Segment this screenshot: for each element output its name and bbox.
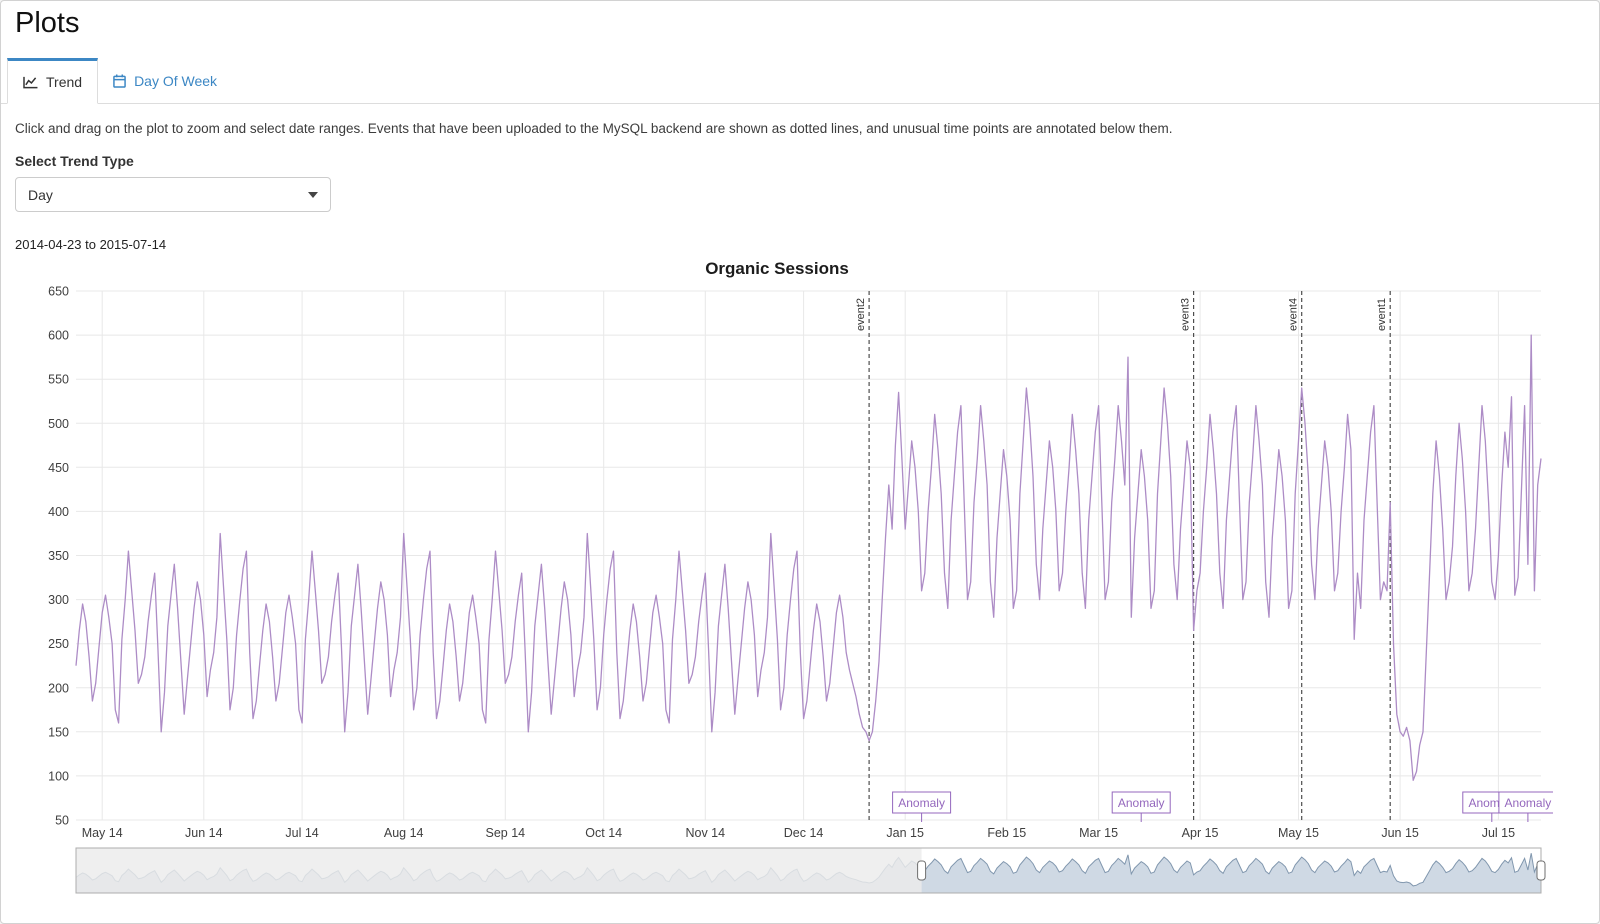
x-tick-label: Jun 14 — [185, 826, 223, 840]
anomaly-box — [1111, 791, 1171, 814]
event-label: event4 — [1288, 298, 1300, 331]
trend-type-select[interactable]: Day — [15, 177, 331, 212]
y-tick-label: 50 — [55, 814, 69, 828]
anomaly-label: Anomaly — [898, 796, 945, 810]
trend-chart[interactable]: 50 100 150 200 250 300 350 400 450 500 550 600 650 Ma… — [1, 284, 1558, 849]
x-tick-label: Jun 15 — [1381, 826, 1419, 840]
x-tick-label: Sep 14 — [485, 826, 525, 840]
tab-trend-label: Trend — [46, 74, 83, 90]
event-label: event3 — [1180, 298, 1192, 331]
event-label: event2 — [855, 298, 867, 331]
slider-handle-left[interactable] — [917, 860, 927, 881]
anomaly-label: Anomaly — [1505, 796, 1552, 810]
event-label: event1 — [1376, 298, 1388, 331]
y-tick-label: 250 — [48, 637, 69, 651]
page-title: Plots — [15, 7, 80, 39]
x-tick-label: Jul 14 — [285, 826, 318, 840]
x-tick-label: Jul 15 — [1482, 826, 1515, 840]
y-tick-label: 300 — [48, 593, 69, 607]
trend-chart-svg[interactable]: 50 100 150 200 250 300 350 400 450 500 550 600 650 Ma… — [1, 284, 1558, 849]
x-tick-label: May 15 — [1278, 826, 1319, 840]
y-tick-label: 550 — [48, 373, 69, 387]
trend-type-selected-value: Day — [28, 186, 53, 203]
x-tick-label: Feb 15 — [987, 826, 1026, 840]
y-tick-label: 150 — [48, 725, 69, 739]
instructions-text: Click and drag on the plot to zoom and s… — [15, 121, 1173, 136]
y-tick-label: 600 — [48, 329, 69, 343]
x-tick-label: Dec 14 — [784, 826, 824, 840]
y-tick-label: 450 — [48, 461, 69, 475]
anomaly-box — [892, 791, 952, 814]
y-tick-label: 650 — [48, 285, 69, 299]
chart-title: Organic Sessions — [705, 259, 849, 278]
y-tick-label: 200 — [48, 681, 69, 695]
slider-handle-right[interactable] — [1536, 860, 1546, 881]
x-tick-label: Oct 14 — [585, 826, 622, 840]
y-tick-label: 400 — [48, 505, 69, 519]
x-tick-label: May 14 — [82, 826, 123, 840]
tab-bar: Trend Day Of Week — [1, 58, 1599, 104]
y-tick-label: 100 — [48, 769, 69, 783]
anomaly-label: Anomaly — [1118, 796, 1165, 810]
tab-trend[interactable]: Trend — [7, 58, 99, 104]
x-tick-label: Jan 15 — [886, 826, 924, 840]
series-line — [75, 334, 1542, 781]
y-tick-label: 500 — [48, 417, 69, 431]
x-tick-label: Nov 14 — [685, 826, 725, 840]
x-tick-label: Mar 15 — [1079, 826, 1118, 840]
trend-type-label: Select Trend Type — [15, 153, 134, 169]
calendar-icon — [113, 74, 126, 88]
date-range-label: 2014-04-23 to 2015-07-14 — [15, 237, 167, 252]
tab-day-of-week[interactable]: Day Of Week — [98, 58, 232, 103]
trend-line-icon — [23, 76, 38, 89]
x-tick-label: Apr 15 — [1182, 826, 1219, 840]
slider-mask-left — [76, 848, 922, 893]
range-slider-svg[interactable] — [1, 846, 1553, 898]
tab-day-of-week-label: Day Of Week — [134, 72, 218, 89]
y-tick-label: 350 — [48, 549, 69, 563]
chevron-down-icon — [308, 191, 318, 198]
x-tick-label: Aug 14 — [384, 826, 424, 840]
range-slider[interactable] — [1, 846, 1553, 898]
